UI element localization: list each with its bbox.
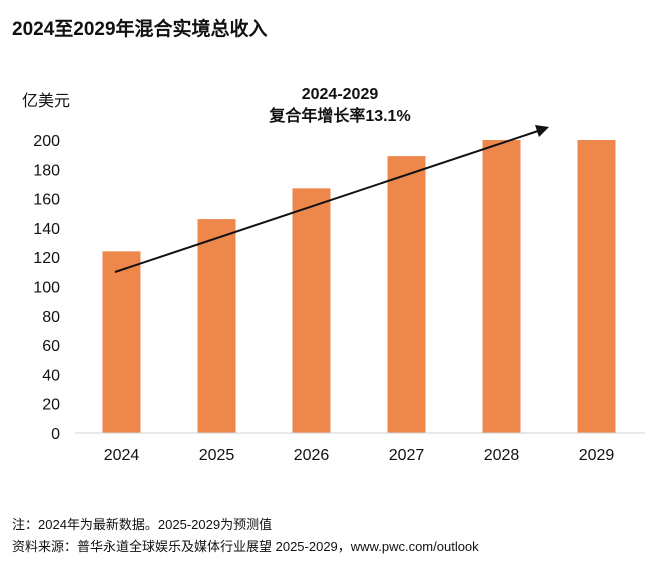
x-tick-label: 2025 <box>199 447 235 464</box>
bar-2024 <box>102 251 141 433</box>
y-axis-label: 亿美元 <box>22 92 70 110</box>
y-tick-label: 20 <box>42 397 60 414</box>
cagr-annotation-line1: 2024-2029 <box>302 86 379 103</box>
x-tick-label: 2027 <box>389 447 425 464</box>
x-tick-label: 2024 <box>104 447 140 464</box>
y-tick-label: 140 <box>33 221 60 238</box>
y-tick-label: 0 <box>51 426 60 443</box>
y-tick-label: 160 <box>33 192 60 209</box>
x-tick-label: 2029 <box>579 447 615 464</box>
arrow-head-icon <box>535 125 549 137</box>
trend-arrow-line <box>114 130 539 273</box>
y-tick-label: 200 <box>33 133 60 150</box>
bar-2029 <box>577 140 616 433</box>
y-tick-label: 100 <box>33 280 60 297</box>
chart-title: 2024至2029年混合实境总收入 <box>12 19 268 40</box>
bar-2027 <box>387 156 426 434</box>
y-tick-label: 40 <box>42 367 60 384</box>
y-tick-label: 120 <box>33 250 60 267</box>
bar-2028 <box>482 140 521 433</box>
y-tick-label: 180 <box>33 162 60 179</box>
y-tick-label: 80 <box>42 309 60 326</box>
x-tick-label: 2026 <box>294 447 330 464</box>
y-tick-label: 60 <box>42 338 60 355</box>
footnote-source: 资料来源：普华永道全球娱乐及媒体行业展望 2025-2029，www.pwc.c… <box>12 539 479 554</box>
cagr-annotation-line2: 复合年增长率13.1% <box>268 106 410 125</box>
bar-2025 <box>197 219 236 433</box>
bar-2026 <box>292 188 331 433</box>
x-tick-label: 2028 <box>484 447 520 464</box>
footnote-note: 注：2024年为最新数据。2025-2029为预测值 <box>12 517 273 532</box>
